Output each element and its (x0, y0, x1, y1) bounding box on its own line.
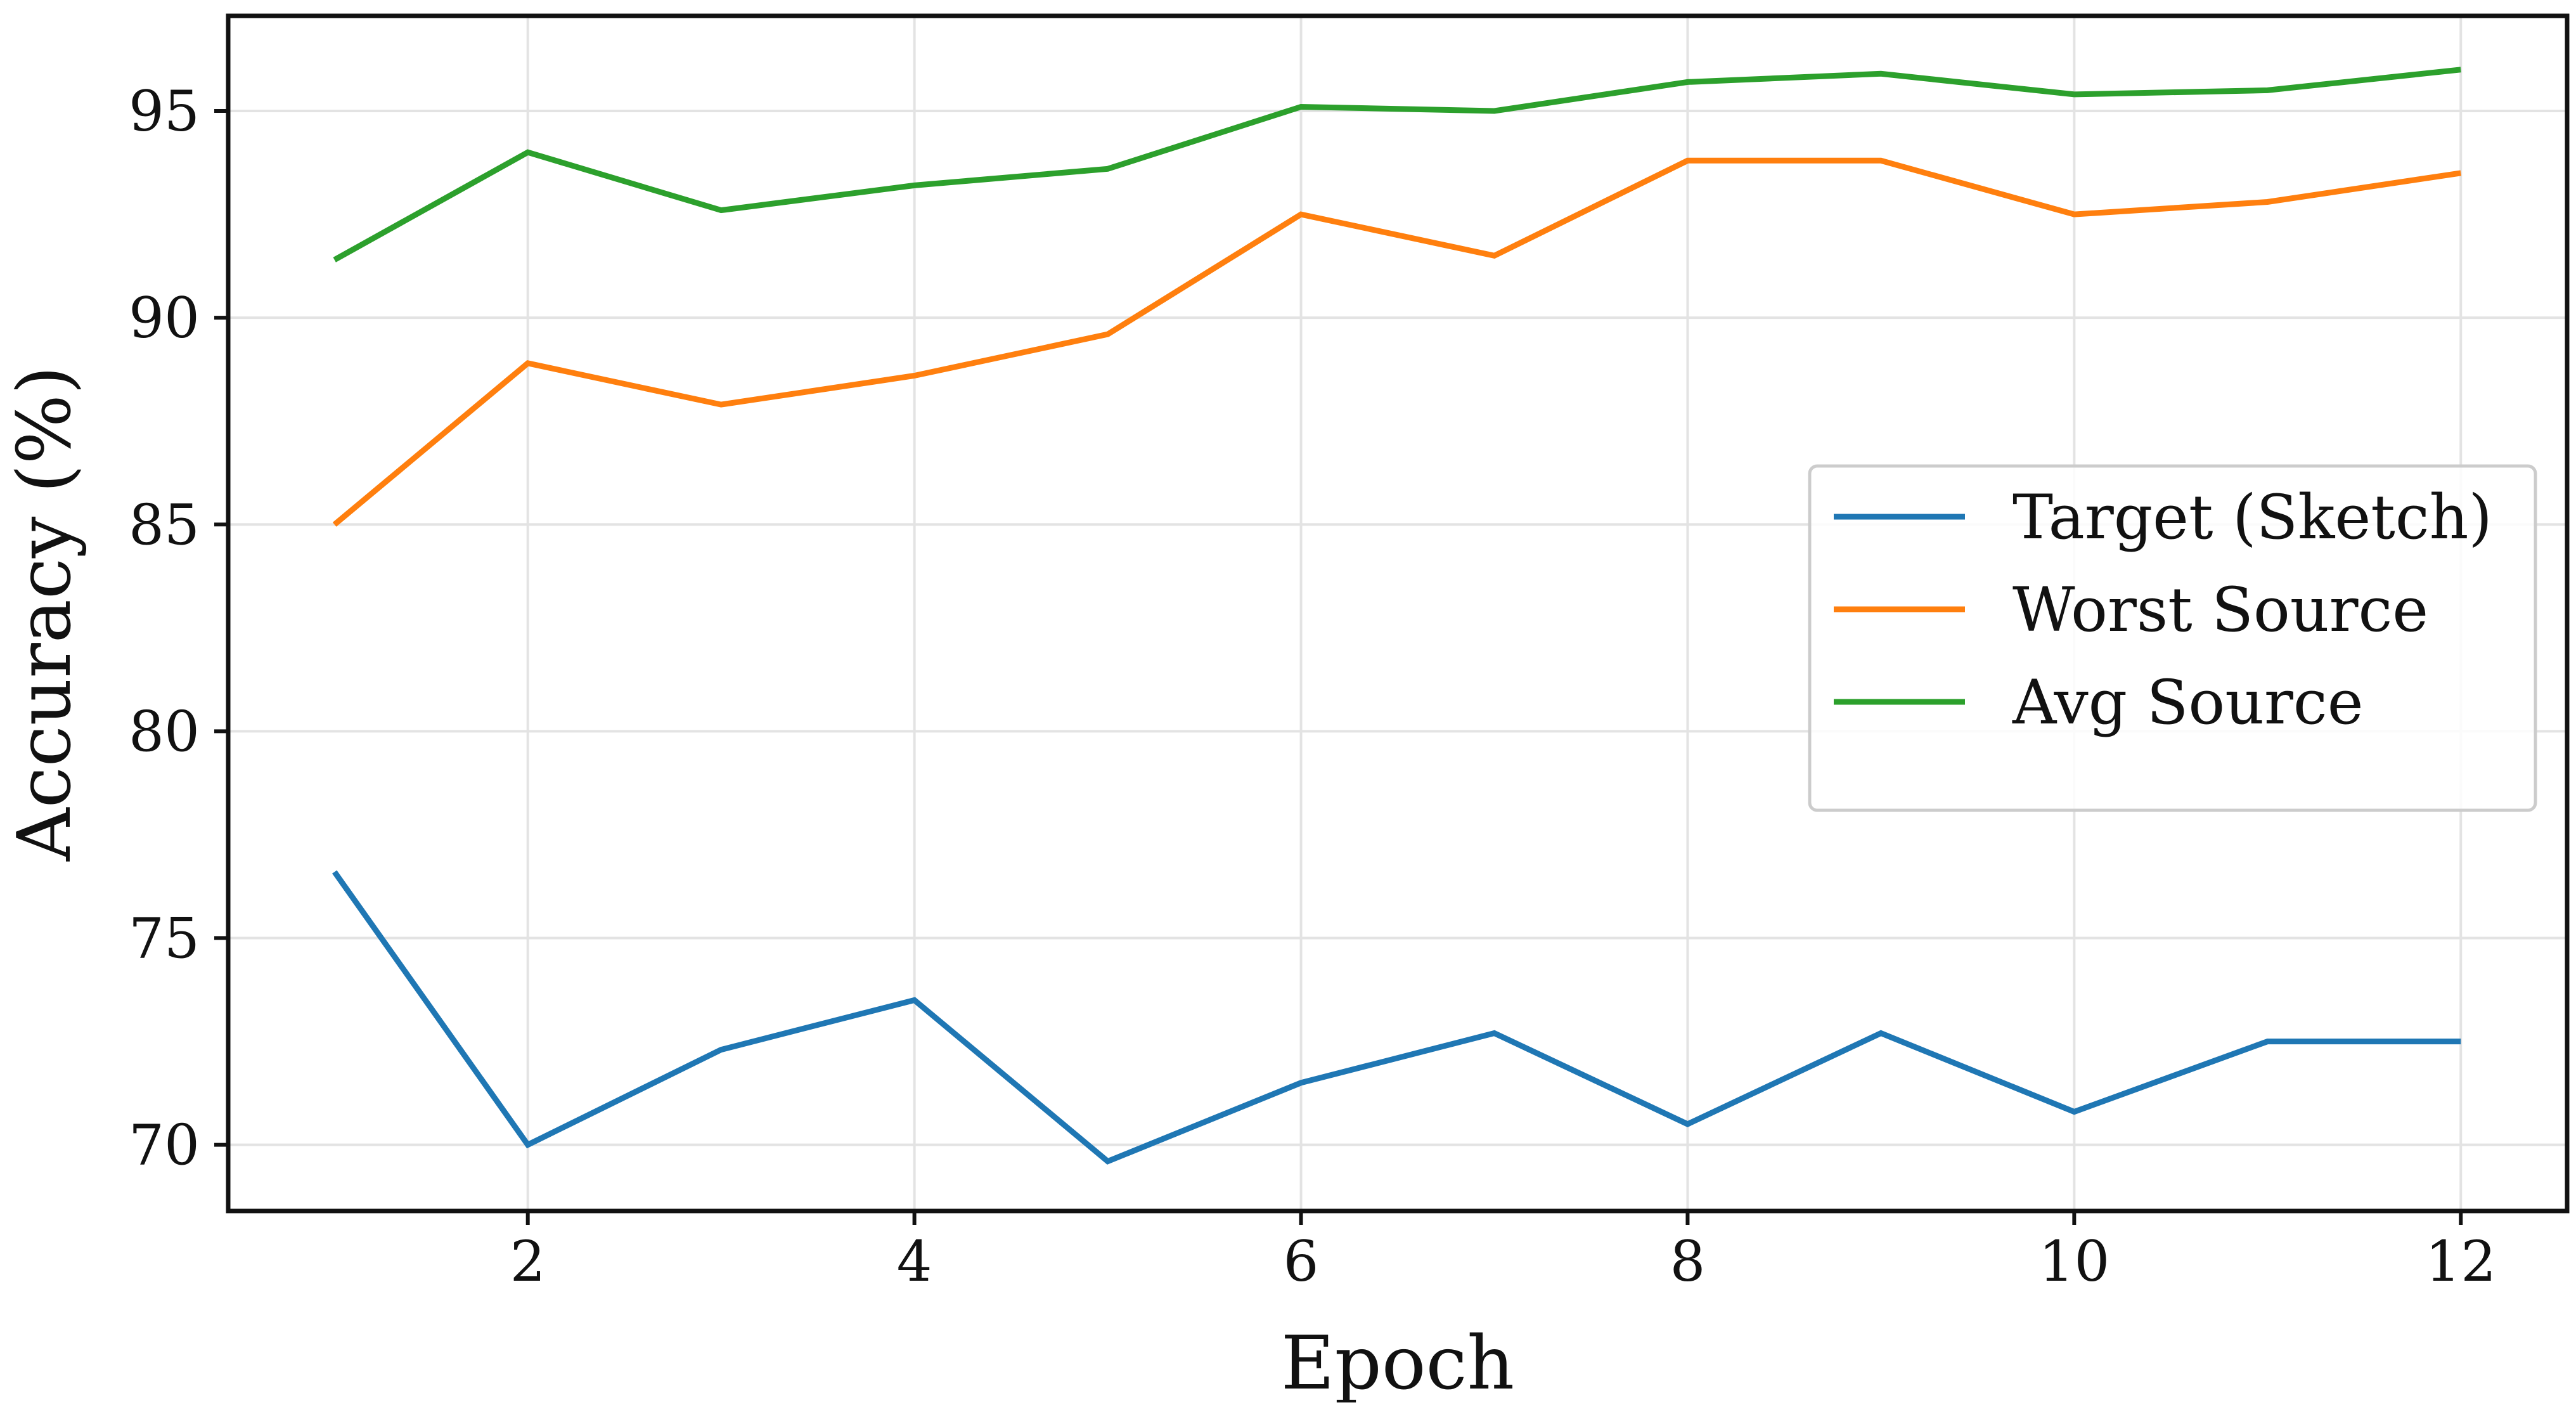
x-tick-label: 2 (510, 1229, 546, 1294)
x-tick-label: 4 (897, 1229, 932, 1294)
series-line-avg-source (333, 67, 2461, 262)
y-tick-label: 90 (129, 285, 200, 351)
y-tick-label: 75 (129, 906, 200, 971)
x-tick-label: 8 (1670, 1229, 1705, 1294)
plot-frame (226, 13, 2570, 1214)
y-tick-label: 85 (129, 492, 200, 557)
series-line-worst-source (332, 157, 2461, 527)
legend-box (1808, 464, 2537, 812)
series-line-target-sketch (332, 870, 2461, 1165)
y-tick-label: 95 (129, 79, 200, 144)
y-axis-label: Accuracy (%) (2, 366, 87, 862)
y-tick-label: 70 (129, 1113, 200, 1178)
x-tick-label: 12 (2425, 1229, 2496, 1294)
x-tick-label: 10 (2038, 1229, 2109, 1294)
legend-label: Target (Sketch) (2012, 482, 2492, 553)
y-tick-label: 80 (129, 699, 200, 764)
x-tick-label: 6 (1284, 1229, 1319, 1294)
series-lines (332, 67, 2461, 1165)
x-axis-label: Epoch (1281, 1321, 1514, 1402)
legend: Target (Sketch) Worst Source Avg Source (1808, 464, 2537, 812)
legend-label: Avg Source (2012, 667, 2364, 738)
axis-ticks: 2 4 6 8 10 12 70 75 80 85 90 95 (129, 79, 2496, 1294)
legend-label: Worst Source (2012, 574, 2428, 645)
